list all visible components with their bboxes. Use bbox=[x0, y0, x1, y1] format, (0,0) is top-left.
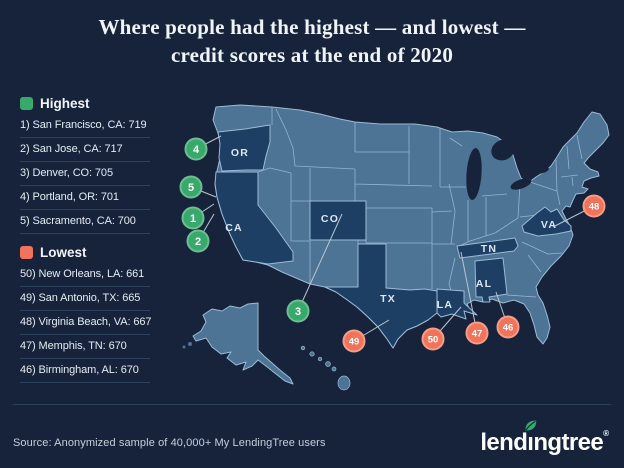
logo-text-post: ngtree bbox=[533, 429, 604, 456]
alaska bbox=[192, 302, 294, 385]
marker-highest-5 bbox=[179, 175, 203, 199]
lake-erie bbox=[510, 178, 532, 190]
legend-item: 4) Portland, OR: 701 bbox=[20, 186, 150, 210]
leader-line-47 bbox=[460, 251, 478, 334]
state-label-ca: CA bbox=[225, 222, 243, 234]
leader-line-3 bbox=[297, 213, 343, 312]
marker-highest-3 bbox=[286, 299, 310, 323]
alaska-island bbox=[188, 342, 192, 346]
lowest-swatch-icon bbox=[20, 246, 33, 259]
title-line-1: Where people had the highest — and lowes… bbox=[98, 15, 526, 39]
state-california bbox=[214, 171, 294, 265]
legend-item: 3) Denver, CO: 705 bbox=[20, 162, 150, 186]
marker-label-2: 2 bbox=[195, 236, 201, 248]
alaska-island bbox=[182, 345, 186, 349]
legend-item: 5) Sacramento, CA: 700 bbox=[20, 210, 150, 234]
legend-item: 47) Memphis, TN: 670 bbox=[20, 335, 150, 359]
state-label-co: CO bbox=[321, 213, 339, 225]
marker-label-5: 5 bbox=[188, 182, 194, 194]
marker-label-3: 3 bbox=[295, 306, 301, 318]
state-alabama bbox=[474, 257, 508, 303]
marker-highest-1 bbox=[181, 206, 205, 230]
logo-text-i: ı bbox=[527, 429, 534, 456]
state-label-al: AL bbox=[476, 278, 492, 290]
state-louisiana bbox=[436, 288, 478, 320]
lowest-legend-list: 50) New Orleans, LA: 661 49) San Antonio… bbox=[20, 263, 152, 383]
marker-label-4: 4 bbox=[193, 144, 200, 156]
state-label-or: OR bbox=[231, 147, 249, 159]
lowest-legend-header: Lowest bbox=[20, 245, 87, 260]
lake-ontario bbox=[533, 166, 549, 174]
marker-label-1: 1 bbox=[190, 213, 196, 225]
state-label-tn: TN bbox=[481, 243, 497, 255]
logo-text-pre: lend bbox=[480, 429, 528, 456]
logo-registered-mark: ® bbox=[603, 429, 609, 438]
lake-michigan bbox=[466, 148, 482, 200]
marker-label-47: 47 bbox=[472, 329, 483, 340]
lendingtree-logo: lend ıngtree® bbox=[480, 420, 609, 457]
legend-item: 1) San Francisco, CA: 719 bbox=[20, 114, 150, 138]
marker-lowest-46 bbox=[496, 315, 520, 339]
footer-divider bbox=[13, 404, 611, 405]
legend-item: 46) Birmingham, AL: 670 bbox=[20, 359, 150, 383]
highest-legend-label: Highest bbox=[40, 96, 90, 111]
marker-label-50: 50 bbox=[428, 335, 439, 346]
highest-legend-header: Highest bbox=[20, 96, 90, 111]
leaf-icon bbox=[525, 420, 537, 431]
legend-item: 2) San Jose, CA: 717 bbox=[20, 138, 150, 162]
page-title: Where people had the highest — and lowes… bbox=[0, 13, 624, 69]
state-label-la: LA bbox=[437, 299, 453, 311]
state-oregon bbox=[217, 124, 271, 172]
highest-legend-list: 1) San Francisco, CA: 719 2) San Jose, C… bbox=[20, 114, 150, 234]
marker-lowest-47 bbox=[465, 321, 489, 345]
lake-huron bbox=[491, 139, 515, 161]
marker-lowest-48 bbox=[582, 194, 606, 218]
marker-highest-4 bbox=[184, 137, 208, 161]
state-texas bbox=[324, 243, 438, 349]
legend-item: 49) San Antonio, TX: 665 bbox=[20, 287, 150, 311]
state-virginia bbox=[521, 206, 572, 237]
hawaii bbox=[300, 345, 351, 391]
marker-lowest-49 bbox=[342, 329, 366, 353]
highest-swatch-icon bbox=[20, 97, 33, 110]
state-label-tx: TX bbox=[380, 293, 396, 305]
marker-highest-2 bbox=[186, 229, 210, 253]
state-colorado bbox=[309, 200, 367, 241]
legend-item: 48) Virginia Beach, VA: 667 bbox=[20, 311, 152, 335]
marker-label-48: 48 bbox=[589, 202, 600, 213]
lowest-legend-label: Lowest bbox=[40, 245, 87, 260]
state-tennessee bbox=[456, 237, 519, 259]
marker-label-46: 46 bbox=[503, 323, 514, 334]
marker-label-49: 49 bbox=[349, 337, 360, 348]
title-line-2: credit scores at the end of 2020 bbox=[170, 43, 454, 67]
legend-item: 50) New Orleans, LA: 661 bbox=[20, 263, 150, 287]
source-note: Source: Anonymized sample of 40,000+ My … bbox=[13, 437, 326, 449]
marker-lowest-50 bbox=[421, 327, 445, 351]
state-label-va: VA bbox=[541, 219, 557, 231]
